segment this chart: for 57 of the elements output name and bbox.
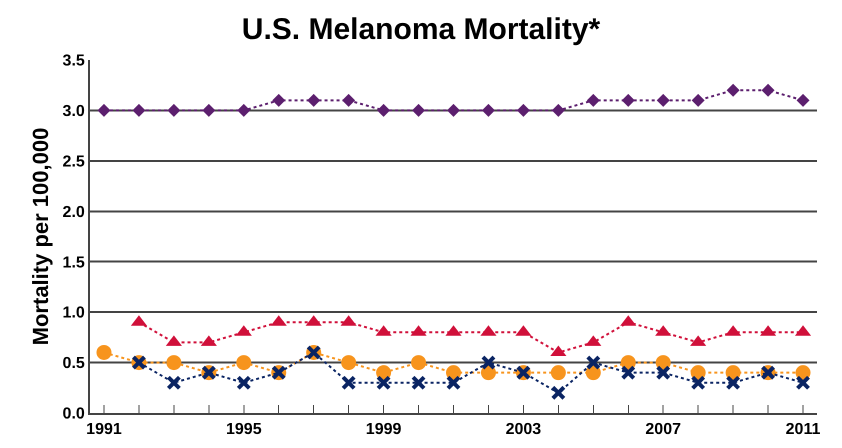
x-tick-label: 1995 (226, 421, 262, 438)
point (516, 104, 530, 117)
point (236, 375, 252, 390)
point (726, 84, 740, 97)
point (376, 375, 392, 390)
point (726, 375, 741, 390)
point (166, 375, 182, 390)
point (237, 104, 250, 117)
y-tick-label: 3.0 (62, 103, 85, 120)
point (446, 375, 461, 390)
point (272, 94, 286, 107)
point (411, 375, 426, 390)
chart-title: U.S. Melanoma Mortality* (242, 12, 601, 46)
point (586, 94, 600, 107)
point (586, 355, 601, 370)
point (342, 94, 356, 107)
y-tick-label: 2.5 (62, 153, 85, 170)
point (622, 94, 635, 107)
y-tick-label: 0.0 (62, 406, 85, 423)
x-tick-label: 1991 (86, 421, 122, 438)
y-tick-label: 3.5 (62, 52, 85, 70)
point (202, 104, 216, 117)
x-tick-label: 1999 (366, 421, 402, 438)
point (411, 355, 426, 370)
point (377, 104, 390, 117)
point (690, 375, 706, 390)
point (132, 104, 146, 117)
point (341, 375, 356, 390)
point (550, 385, 566, 400)
point (167, 104, 180, 117)
point (620, 365, 636, 380)
x-tick-label: 2007 (645, 421, 682, 438)
point (166, 355, 182, 370)
x-tick-label: 2003 (506, 421, 542, 438)
point (796, 94, 810, 107)
point (341, 355, 356, 370)
y-tick-label: 1.0 (62, 304, 85, 322)
point (307, 94, 320, 107)
point (236, 355, 252, 370)
y-tick-label: 0.5 (62, 355, 85, 372)
point (97, 104, 110, 117)
point (96, 344, 112, 360)
point (447, 104, 460, 117)
y-tick-label: 2.0 (62, 204, 85, 221)
point (762, 84, 775, 97)
y-axis-title: Mortality per 100,000 (28, 128, 53, 346)
point (550, 365, 566, 380)
point (412, 104, 426, 117)
point (480, 355, 496, 370)
point (796, 375, 811, 390)
x-tick-label: 2011 (786, 421, 820, 438)
point (552, 104, 565, 117)
point (656, 94, 670, 107)
point (656, 365, 671, 380)
point (482, 104, 495, 117)
point (692, 94, 705, 107)
y-tick-label: 1.5 (62, 254, 85, 272)
